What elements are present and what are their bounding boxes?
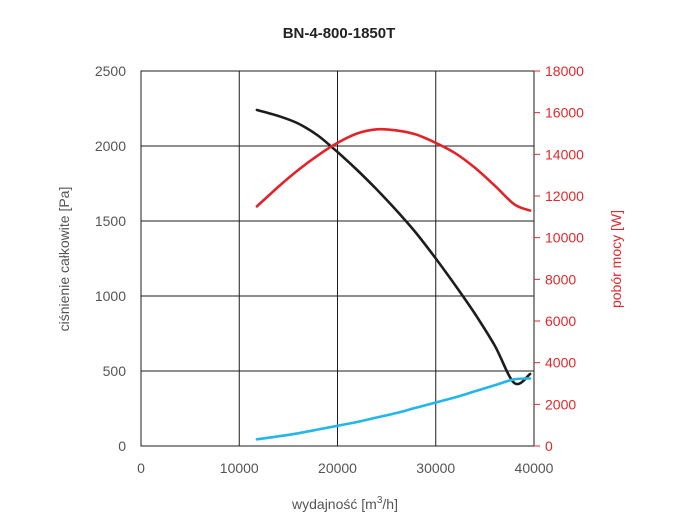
- y-tick-label: 2500: [95, 63, 126, 79]
- y-tick-label: 1000: [95, 288, 126, 304]
- x-axis: 0 10000 20000 30000 40000: [137, 460, 554, 476]
- y-tick-label: 2000: [95, 138, 126, 154]
- x-tick-label: 30000: [416, 460, 455, 476]
- x-axis-label: wydajność [m3/h]: [291, 495, 398, 512]
- series-lines: [255, 108, 532, 441]
- grid: [140, 70, 535, 447]
- x-tick-label: 40000: [515, 460, 554, 476]
- y-axis-label-left: ciśnienie całkowite [Pa]: [56, 187, 72, 332]
- series-line-3: [255, 377, 532, 441]
- y-right-tick-label: 16000: [545, 105, 584, 121]
- y-right-tick-label: 6000: [545, 313, 576, 329]
- y-right-tick-label: 4000: [545, 355, 576, 371]
- y-tick-label: 1500: [95, 213, 126, 229]
- x-tick-label: 10000: [220, 460, 259, 476]
- y-tick-label: 0: [118, 438, 126, 454]
- y-right-tick-label: 8000: [545, 271, 576, 287]
- y-tick-label: 500: [103, 363, 127, 379]
- y-axis-left: 0 500 1000 1500 2000 2500: [95, 63, 126, 454]
- x-tick-label: 20000: [318, 460, 357, 476]
- y-right-tick-label: 10000: [545, 230, 584, 246]
- series-line-1: [255, 108, 532, 386]
- y-axis-right: 0 2000 4000 6000 8000 10000 12000 14000 16000 180…: [534, 63, 584, 454]
- y-right-tick-label: 14000: [545, 146, 584, 162]
- y-right-tick-label: 2000: [545, 396, 576, 412]
- y-right-tick-label: 18000: [545, 63, 584, 79]
- chart-title: BN-4-800-1850T: [283, 25, 396, 42]
- series-line-2: [255, 127, 532, 212]
- x-tick-label: 0: [137, 460, 145, 476]
- y-right-tick-label: 0: [545, 438, 553, 454]
- y-axis-label-right: pobór mocy [W]: [608, 210, 624, 308]
- plot-frame: [140, 70, 535, 447]
- y-right-tick-label: 12000: [545, 188, 584, 204]
